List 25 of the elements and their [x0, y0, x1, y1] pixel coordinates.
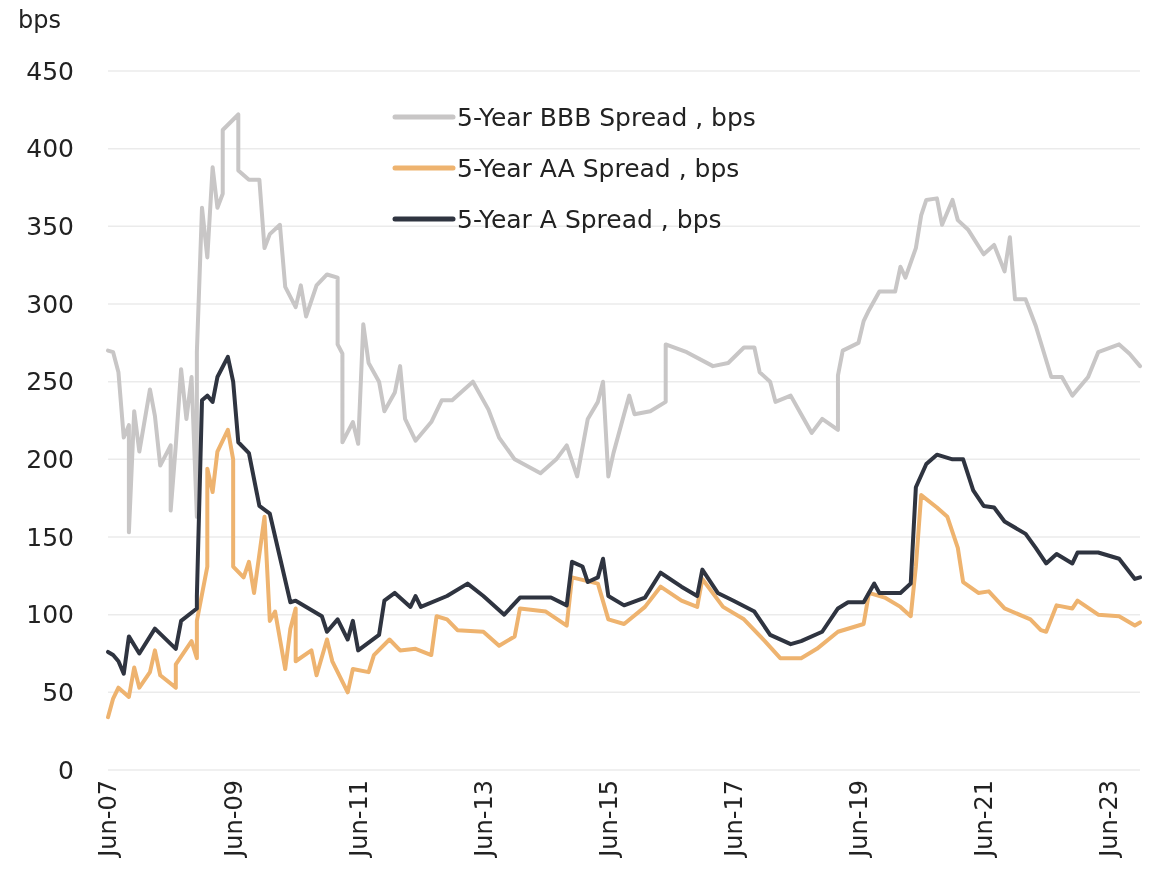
y-tick-label: 150 — [26, 522, 74, 552]
line-series — [106, 354, 1142, 676]
y-axis-title: bps — [18, 6, 61, 34]
y-tick-label: 0 — [58, 755, 74, 785]
y-tick-label: 100 — [26, 600, 74, 630]
x-tick-label: Jun-13 — [469, 780, 498, 859]
y-tick-label: 400 — [26, 134, 74, 164]
y-tick-label: 200 — [26, 445, 74, 475]
y-tick-label: 350 — [26, 212, 74, 242]
line-series — [106, 427, 1142, 720]
legend-label: 5-Year BBB Spread , bps — [457, 102, 756, 132]
x-tick-label: Jun-07 — [94, 780, 123, 859]
x-tick-label: Jun-23 — [1095, 780, 1124, 859]
y-tick-label: 300 — [26, 289, 74, 319]
x-tick-label: Jun-15 — [594, 780, 623, 859]
x-tick-label: Jun-11 — [344, 780, 373, 859]
y-tick-label: 50 — [42, 678, 74, 708]
y-tick-label: 250 — [26, 367, 74, 397]
x-tick-label: Jun-21 — [970, 780, 999, 859]
legend-label: 5-Year A Spread , bps — [457, 204, 722, 234]
x-tick-label: Jun-17 — [719, 780, 748, 859]
x-tick-label: Jun-09 — [219, 780, 248, 859]
x-tick-label: Jun-19 — [844, 780, 873, 859]
y-tick-label: 450 — [26, 56, 74, 86]
legend-label: 5-Year AA Spread , bps — [457, 153, 740, 183]
